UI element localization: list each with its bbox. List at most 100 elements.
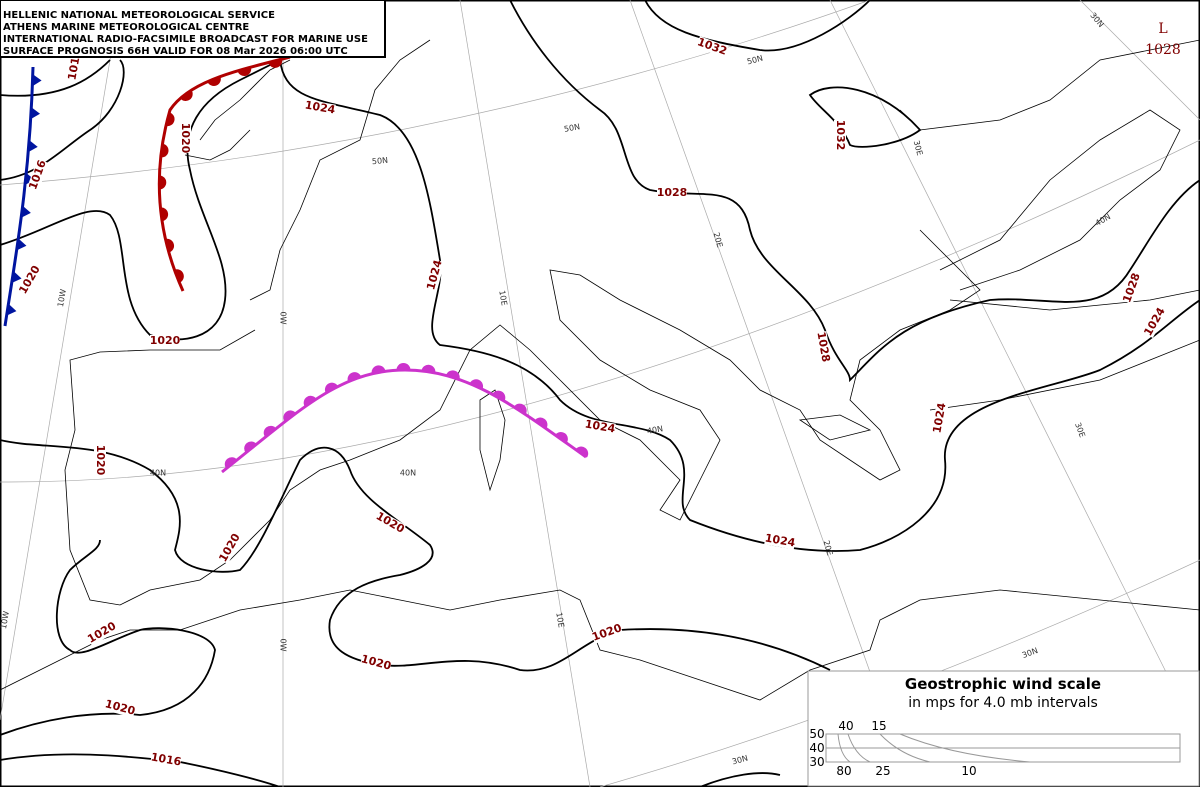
isobar bbox=[0, 54, 291, 341]
meridian bbox=[0, 0, 121, 721]
isobar bbox=[509, 0, 1200, 383]
semicircle bbox=[347, 372, 362, 382]
coast-black-sea bbox=[939, 109, 1181, 291]
label-bg bbox=[814, 331, 832, 363]
isobar bbox=[644, 0, 871, 52]
front-symbol bbox=[421, 364, 436, 373]
front-symbol bbox=[160, 143, 169, 158]
semicircle bbox=[446, 370, 460, 380]
semicircle bbox=[421, 364, 436, 373]
wind-scale-curves bbox=[837, 733, 1031, 763]
grid-label: 30E bbox=[912, 139, 925, 156]
isobar bbox=[0, 439, 831, 672]
front-symbol bbox=[268, 59, 283, 68]
label-bg bbox=[695, 36, 729, 58]
front-symbol bbox=[11, 271, 22, 284]
coast-islands bbox=[479, 389, 872, 492]
header-line: SURFACE PROGNOSIS 66H VALID FOR 08 Mar 2… bbox=[3, 46, 348, 57]
front-symbol bbox=[25, 173, 35, 185]
semicircle bbox=[555, 431, 568, 444]
front-symbol bbox=[32, 74, 42, 87]
isobar bbox=[279, 59, 1200, 552]
front-symbol bbox=[492, 390, 506, 402]
header-line: ATHENS MARINE METEOROLOGICAL CENTRE bbox=[3, 22, 249, 33]
wind-scale-speed: 15 bbox=[871, 719, 886, 733]
front-symbol bbox=[534, 417, 548, 429]
semicircle bbox=[244, 441, 257, 453]
triangle bbox=[32, 74, 42, 87]
triangle bbox=[6, 303, 17, 316]
label-bg bbox=[150, 751, 182, 769]
front-symbol bbox=[6, 303, 17, 316]
wind-scale: Geostrophic wind scale in mps for 4.0 mb… bbox=[807, 670, 1200, 787]
label-bg bbox=[1121, 271, 1143, 305]
front-symbol bbox=[347, 372, 362, 382]
grid-label: 50N bbox=[563, 122, 580, 134]
triangle bbox=[11, 271, 22, 284]
front-symbol bbox=[469, 379, 484, 390]
grid-label: 50N bbox=[746, 54, 764, 67]
triangle bbox=[30, 107, 41, 120]
front-symbol bbox=[244, 441, 257, 453]
semicircle bbox=[469, 379, 484, 390]
label-bg bbox=[931, 402, 949, 434]
grid-label: 0W bbox=[279, 639, 288, 652]
wind-scale-box bbox=[807, 670, 1200, 787]
front-symbol bbox=[174, 269, 184, 283]
label-bg bbox=[374, 510, 406, 536]
coast-mediterranean-north bbox=[64, 229, 981, 606]
wind-scale-speed: 10 bbox=[961, 764, 976, 778]
front-symbol bbox=[165, 238, 175, 253]
label-bg bbox=[94, 445, 106, 475]
isobar-label: 1024 bbox=[584, 417, 617, 435]
front-symbol bbox=[371, 365, 386, 374]
parallel bbox=[0, 139, 1200, 483]
front-symbol bbox=[28, 140, 38, 153]
cold-front bbox=[3, 66, 35, 327]
front-symbol bbox=[180, 89, 193, 101]
isobar-label: 1024 bbox=[304, 98, 337, 116]
front-symbol bbox=[30, 107, 41, 120]
front-symbol bbox=[207, 76, 221, 86]
wind-scale-lat: 30 bbox=[809, 755, 824, 769]
isobar-label: 1024 bbox=[764, 531, 797, 549]
isobar-label: 1016 bbox=[150, 750, 183, 768]
semicircle bbox=[263, 425, 277, 438]
coast-anatolia bbox=[929, 289, 1200, 411]
fronts bbox=[3, 55, 589, 474]
front-symbol bbox=[237, 67, 252, 76]
triangle bbox=[21, 205, 31, 218]
meridian bbox=[829, 0, 1181, 701]
isobar-label: 1032 bbox=[834, 120, 847, 151]
label-bg bbox=[17, 264, 43, 296]
header: HELLENIC NATIONAL METEOROLOGICAL SERVICE… bbox=[0, 0, 386, 58]
wind-scale-lat: 50 bbox=[809, 727, 824, 741]
semicircle bbox=[492, 390, 506, 402]
isobar-label: 1020 bbox=[94, 445, 107, 476]
label-bg bbox=[657, 187, 687, 199]
isobar-label: 1028 bbox=[657, 186, 688, 199]
semicircle bbox=[575, 446, 589, 458]
label-bg bbox=[425, 258, 445, 292]
coastlines bbox=[0, 39, 1200, 701]
semicircle bbox=[160, 143, 169, 158]
front-symbol bbox=[159, 175, 167, 190]
semicircle bbox=[303, 395, 317, 407]
label-bg bbox=[179, 123, 191, 153]
isobar bbox=[808, 86, 922, 148]
isobar-label: 1020 bbox=[179, 123, 192, 154]
label-bg bbox=[764, 532, 796, 550]
semicircle bbox=[160, 207, 169, 222]
label-bg bbox=[103, 698, 137, 718]
front-symbol bbox=[513, 403, 527, 415]
isobar-label: 1020 bbox=[150, 334, 181, 347]
semicircle bbox=[534, 417, 548, 429]
semicircle bbox=[165, 238, 175, 253]
semicircle bbox=[224, 457, 238, 469]
front-symbol bbox=[446, 370, 460, 380]
front-symbol bbox=[324, 382, 339, 394]
grid-label: 20E bbox=[712, 231, 725, 248]
front-symbol bbox=[160, 207, 169, 222]
parallel bbox=[0, 0, 871, 186]
triangle bbox=[16, 238, 27, 251]
